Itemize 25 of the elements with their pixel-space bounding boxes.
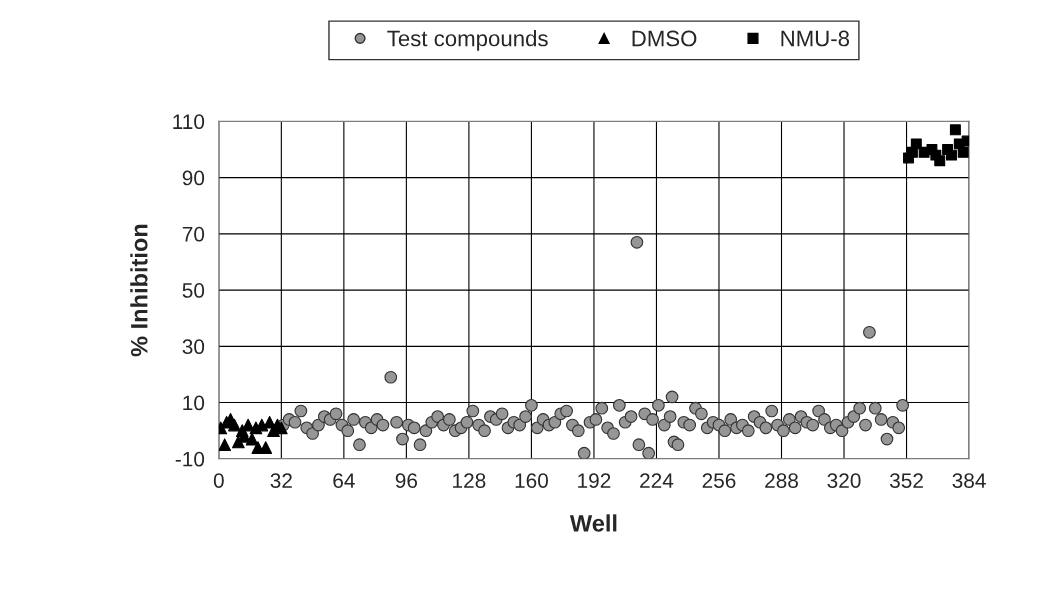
- x-tick-label: 0: [213, 473, 224, 488]
- y-tick-label: 50: [182, 283, 205, 298]
- x-tick-label: 64: [333, 473, 355, 488]
- y-tick-label: 110: [173, 114, 205, 130]
- x-tick-label: 352: [889, 473, 923, 488]
- x-tick-label: 96: [395, 473, 418, 488]
- y-tick-label: 30: [182, 339, 205, 355]
- legend-label: Test compounds: [387, 30, 548, 51]
- x-tick-label: 224: [640, 473, 674, 488]
- x-tick-label: 256: [702, 473, 736, 488]
- x-tick-label: 320: [827, 473, 861, 488]
- x-axis-title: Well: [569, 514, 617, 532]
- x-tick-label: 160: [515, 473, 548, 488]
- y-tick-label: 10: [183, 395, 205, 411]
- y-tick-label: 90: [182, 170, 205, 186]
- y-tick-label: -10: [175, 451, 205, 467]
- x-tick-label: 288: [765, 473, 798, 488]
- legend-label: NMU-8: [781, 30, 850, 47]
- x-tick-label: 32: [270, 473, 292, 488]
- x-tick-label: 128: [453, 473, 486, 488]
- x-tick-label: 192: [578, 473, 611, 488]
- y-tick-label: 70: [182, 226, 205, 242]
- y-axis-title: % Inhibition: [130, 224, 148, 357]
- x-tick-label: 384: [952, 473, 986, 488]
- legend-label: DMSO: [632, 30, 697, 47]
